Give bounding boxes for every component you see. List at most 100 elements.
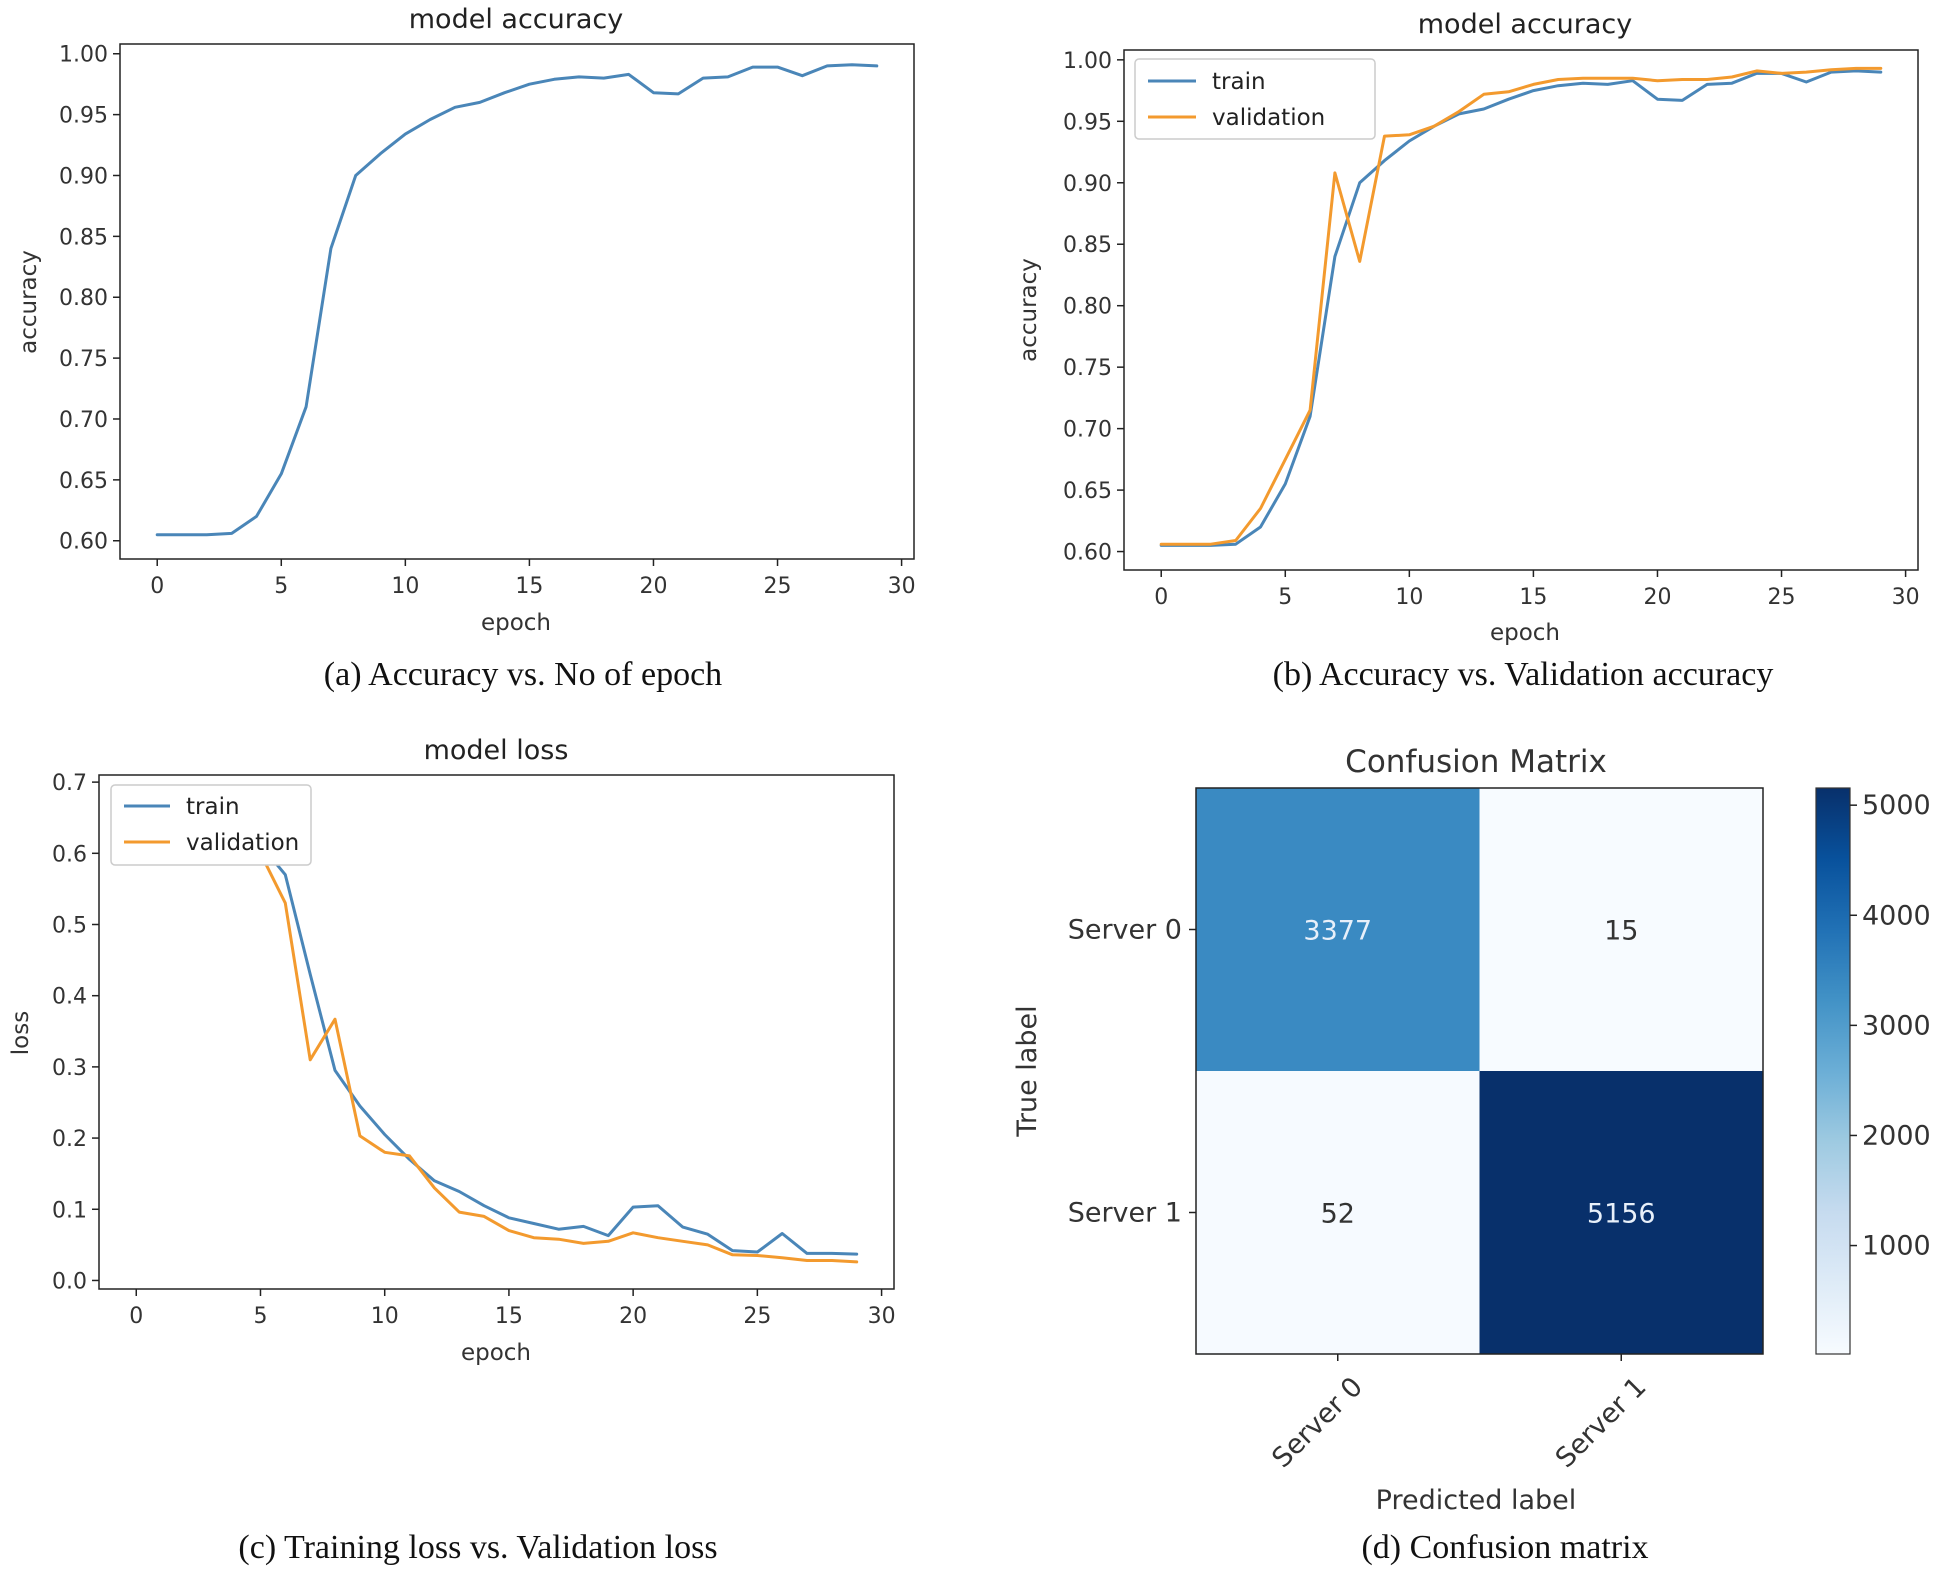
panel-b: model accuracy 0.600.650.700.750.800.850… <box>1016 9 1920 693</box>
chart-a-x-tick-label: 25 <box>764 574 792 599</box>
chart-a-x-tick-label: 20 <box>639 574 667 599</box>
chart-b-y-tick-label: 0.80 <box>1063 295 1112 320</box>
chart-a-x-tick-label: 5 <box>274 574 288 599</box>
chart-d-cell-1-1 <box>1479 1071 1763 1354</box>
chart-b-y-label: accuracy <box>1016 258 1042 362</box>
chart-c-x-tick-label: 15 <box>495 1304 523 1329</box>
chart-c-y-tick-label: 0.6 <box>52 842 87 867</box>
chart-b-series <box>1159 66 1883 547</box>
chart-c-x-tick-label: 10 <box>371 1304 399 1329</box>
chart-a-y-tick-label: 0.95 <box>59 104 108 129</box>
chart-d-row-label: Server 1 <box>1068 1198 1182 1229</box>
chart-d-colorbar-tick-label: 4000 <box>1862 900 1931 931</box>
chart-d-x-label: Predicted label <box>1376 1485 1577 1516</box>
chart-a-x-tick-label: 10 <box>391 574 419 599</box>
chart-c-legend-train-label: train <box>186 794 240 820</box>
chart-d-cell-value: 3377 <box>1303 916 1372 947</box>
chart-b-x-tick-label: 25 <box>1768 585 1796 610</box>
chart-d-title: Confusion Matrix <box>1345 744 1607 780</box>
chart-b-x-tick-label: 5 <box>1278 585 1292 610</box>
chart-d-col-labels: Server 0 Server 1 <box>1266 1354 1653 1474</box>
chart-c-y-tick-label: 0.1 <box>52 1198 87 1223</box>
chart-a-y-tick-label: 0.65 <box>59 469 108 494</box>
chart-b-x-tick-label: 15 <box>1519 585 1547 610</box>
chart-a-plot-frame <box>119 43 915 560</box>
chart-b-y-ticks: 0.60 0.65 0.70 0.75 0.80 0.85 0.90 0.95 1.00 <box>1063 49 1124 566</box>
chart-d-row-label: Server 0 <box>1068 915 1182 946</box>
chart-d-colorbar-tick-label: 5000 <box>1862 790 1931 821</box>
chart-b-y-tick-label: 0.70 <box>1063 418 1112 443</box>
chart-b-x-ticks: 0 5 10 15 20 25 30 <box>1154 570 1920 610</box>
chart-b-title: model accuracy <box>1418 9 1632 40</box>
chart-c-x-ticks: 0 5 10 15 20 25 30 <box>129 1289 896 1329</box>
chart-d-colorbar <box>1815 787 1851 1355</box>
chart-a-y-ticks: 0.60 0.65 0.70 0.75 0.80 0.85 0.90 0.95 1.00 <box>59 43 120 555</box>
chart-d-colorbar-tick-label: 2000 <box>1862 1120 1931 1151</box>
chart-c-series-validation-line <box>134 803 859 1264</box>
panel-a: model accuracy 0.600.650.700.750.800.850… <box>16 4 916 693</box>
chart-c-y-tick-label: 0.7 <box>52 771 87 796</box>
chart-d-cell-0-1 <box>1479 788 1763 1071</box>
chart-c-x-label: epoch <box>461 1340 531 1366</box>
chart-d-cell-value: 15 <box>1604 916 1638 947</box>
chart-b-series-validation-line <box>1159 66 1883 546</box>
chart-d-cell-1-0 <box>1196 1071 1480 1354</box>
chart-a-y-tick-label: 1.00 <box>59 43 108 68</box>
chart-d-col-label: Server 0 <box>1266 1371 1369 1474</box>
chart-d-colorbar-ticks: 1000 2000 3000 4000 5000 <box>1850 790 1931 1262</box>
chart-b-legend-validation-label: validation <box>1212 105 1325 131</box>
chart-a-y-label: accuracy <box>16 250 42 354</box>
chart-a-x-label: epoch <box>481 610 551 636</box>
chart-a-x-tick-label: 15 <box>515 574 543 599</box>
chart-a-series <box>155 63 879 537</box>
chart-a-y-tick-label: 0.75 <box>59 347 108 372</box>
chart-b-series-train-line <box>1159 69 1883 547</box>
chart-c-y-tick-label: 0.3 <box>52 1056 87 1081</box>
chart-a-series-train-line <box>155 63 879 537</box>
chart-c-title: model loss <box>424 735 569 766</box>
chart-d-matrix-frame <box>1195 787 1764 1355</box>
chart-c-x-tick-label: 30 <box>868 1304 896 1329</box>
chart-c-x-tick-label: 0 <box>129 1304 143 1329</box>
chart-a-y-tick-label: 0.85 <box>59 225 108 250</box>
chart-d-cells: 3377 15 52 5156 <box>1196 788 1763 1354</box>
chart-b-y-tick-label: 0.95 <box>1063 110 1112 135</box>
chart-a-y-tick-label: 0.80 <box>59 286 108 311</box>
chart-c-y-tick-label: 0.4 <box>52 985 87 1010</box>
chart-a-caption: (a) Accuracy vs. No of epoch <box>324 656 722 693</box>
chart-d-cell-value: 52 <box>1321 1199 1355 1230</box>
chart-b-plot-frame <box>1123 49 1919 571</box>
chart-c-y-tick-label: 0.5 <box>52 914 87 939</box>
chart-c-x-tick-label: 5 <box>253 1304 267 1329</box>
chart-d-colorbar-tick-label: 1000 <box>1862 1231 1931 1262</box>
chart-b-x-tick-label: 20 <box>1643 585 1671 610</box>
chart-b-x-tick-label: 10 <box>1395 585 1423 610</box>
chart-c-y-ticks: 0.0 0.1 0.2 0.3 0.4 0.5 0.6 0.7 <box>52 771 99 1294</box>
chart-b-x-label: epoch <box>1490 620 1560 646</box>
chart-c-y-tick-label: 0.2 <box>52 1127 87 1152</box>
chart-b-y-tick-label: 0.65 <box>1063 479 1112 504</box>
chart-b-x-tick-label: 30 <box>1892 585 1920 610</box>
chart-c-caption: (c) Training loss vs. Validation loss <box>238 1529 717 1566</box>
chart-d-cell-0-0 <box>1196 788 1480 1071</box>
chart-a-y-tick-label: 0.60 <box>59 530 108 555</box>
chart-a-y-tick-label: 0.90 <box>59 164 108 189</box>
chart-d-col-label: Server 1 <box>1550 1371 1653 1474</box>
chart-d-y-label: True label <box>1012 1005 1043 1137</box>
chart-c-x-tick-label: 25 <box>743 1304 771 1329</box>
chart-d-cell-value: 5156 <box>1587 1199 1656 1230</box>
chart-c-series <box>134 802 859 1264</box>
chart-a-x-tick-label: 0 <box>150 574 164 599</box>
chart-b-legend: train validation <box>1134 58 1376 140</box>
chart-c-x-tick-label: 20 <box>619 1304 647 1329</box>
chart-c-plot-frame <box>98 774 895 1290</box>
chart-d-row-labels: Server 0 Server 1 <box>1068 915 1196 1229</box>
chart-b-y-tick-label: 0.85 <box>1063 233 1112 258</box>
chart-a-x-tick-label: 30 <box>888 574 916 599</box>
chart-d-colorbar-tick-label: 3000 <box>1862 1010 1931 1041</box>
chart-d-caption: (d) Confusion matrix <box>1361 1529 1648 1566</box>
chart-c-y-label: loss <box>8 1011 34 1055</box>
chart-c-legend-validation-label: validation <box>186 830 299 856</box>
